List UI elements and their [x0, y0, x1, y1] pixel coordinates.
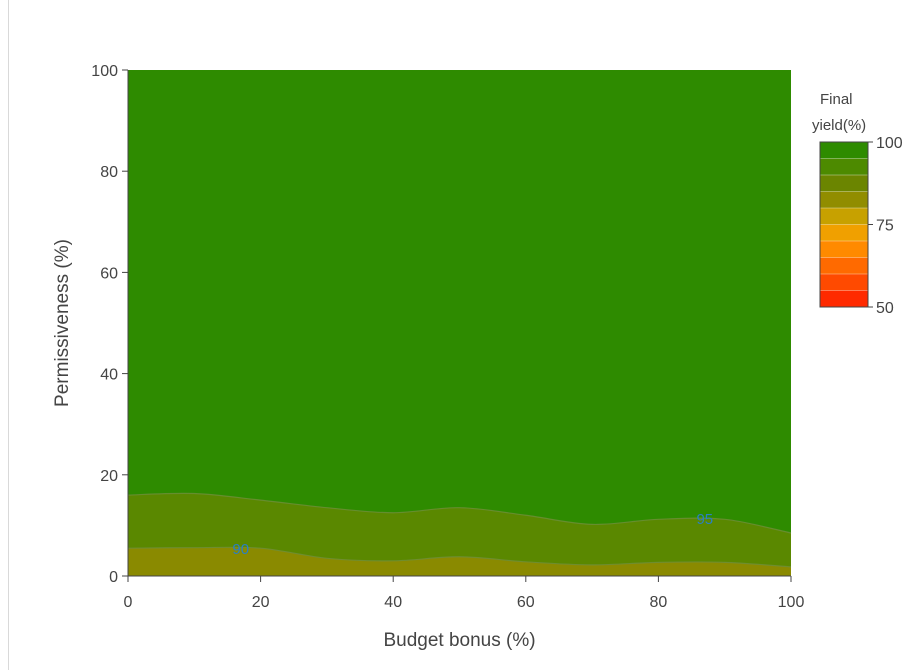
colorbar-legend: Final yield(%) 100 75 50 — [812, 91, 903, 317]
y-tick-label-20: 20 — [100, 468, 118, 485]
x-tick-label-100: 100 — [778, 594, 805, 611]
colorbar-tick-label-50: 50 — [876, 300, 894, 317]
contour-label-95: 95 — [696, 511, 713, 528]
colorbar-band-95 — [820, 158, 868, 175]
colorbar-band-85 — [820, 191, 868, 208]
y-axis: 0 20 40 60 80 100 — [91, 63, 129, 586]
x-tick-label-0: 0 — [124, 594, 133, 611]
y-tick-label-60: 60 — [100, 265, 118, 282]
y-tick-label-0: 0 — [109, 569, 118, 586]
colorbar-title-line-1: Final — [820, 91, 853, 108]
plot-area: 95 90 — [127, 70, 792, 576]
colorbar-tick-label-100: 100 — [876, 135, 903, 152]
x-tick-label-40: 40 — [384, 594, 402, 611]
contour-fill-below-90 — [128, 547, 791, 576]
contour-label-90: 90 — [232, 541, 249, 558]
x-tick-label-60: 60 — [517, 594, 535, 611]
colorbar-band-75 — [820, 224, 868, 241]
contour-fill-above-95 — [128, 70, 791, 576]
colorbar-band-55 — [820, 290, 868, 307]
colorbar-tick-label-75: 75 — [876, 218, 894, 235]
contour-line-95 — [127, 492, 792, 534]
y-tick-label-80: 80 — [100, 164, 118, 181]
colorbar-band-90 — [820, 175, 868, 192]
page-left-border — [8, 0, 9, 670]
colorbar-band-60 — [820, 274, 868, 291]
colorbar-title-line-2: yield(%) — [812, 117, 866, 134]
y-tick-label-100: 100 — [91, 63, 118, 80]
colorbar-band-65 — [820, 257, 868, 274]
y-axis-title: Permissiveness (%) — [52, 239, 73, 407]
x-axis-title: Budget bonus (%) — [383, 630, 535, 651]
x-axis: 0 20 40 60 80 100 — [124, 575, 805, 611]
y-tick-label-40: 40 — [100, 367, 118, 384]
x-tick-label-20: 20 — [252, 594, 270, 611]
colorbar-band-100 — [820, 142, 868, 159]
colorbar-band-70 — [820, 241, 868, 258]
colorbar-band-80 — [820, 208, 868, 225]
x-tick-label-80: 80 — [650, 594, 668, 611]
contour-line-90 — [127, 546, 792, 568]
